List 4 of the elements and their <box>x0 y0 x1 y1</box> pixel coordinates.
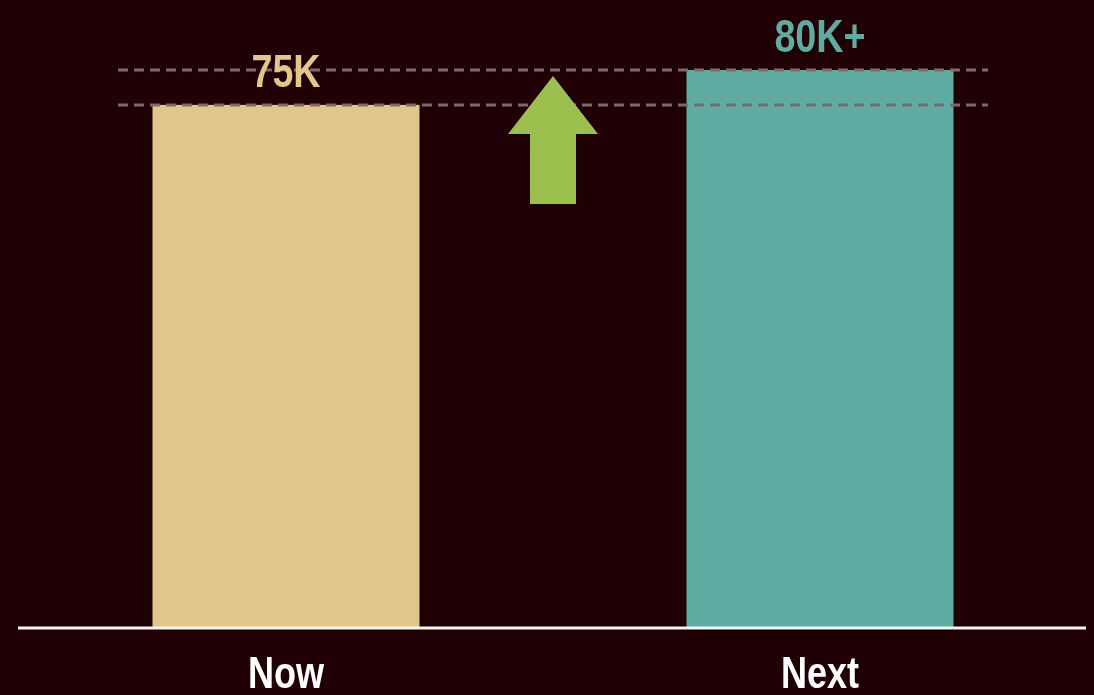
x-tick-label: Next <box>780 648 860 695</box>
data-label: 75K <box>251 45 321 97</box>
data-label: 80K+ <box>774 10 866 62</box>
x-tick-label: Now <box>247 648 325 695</box>
